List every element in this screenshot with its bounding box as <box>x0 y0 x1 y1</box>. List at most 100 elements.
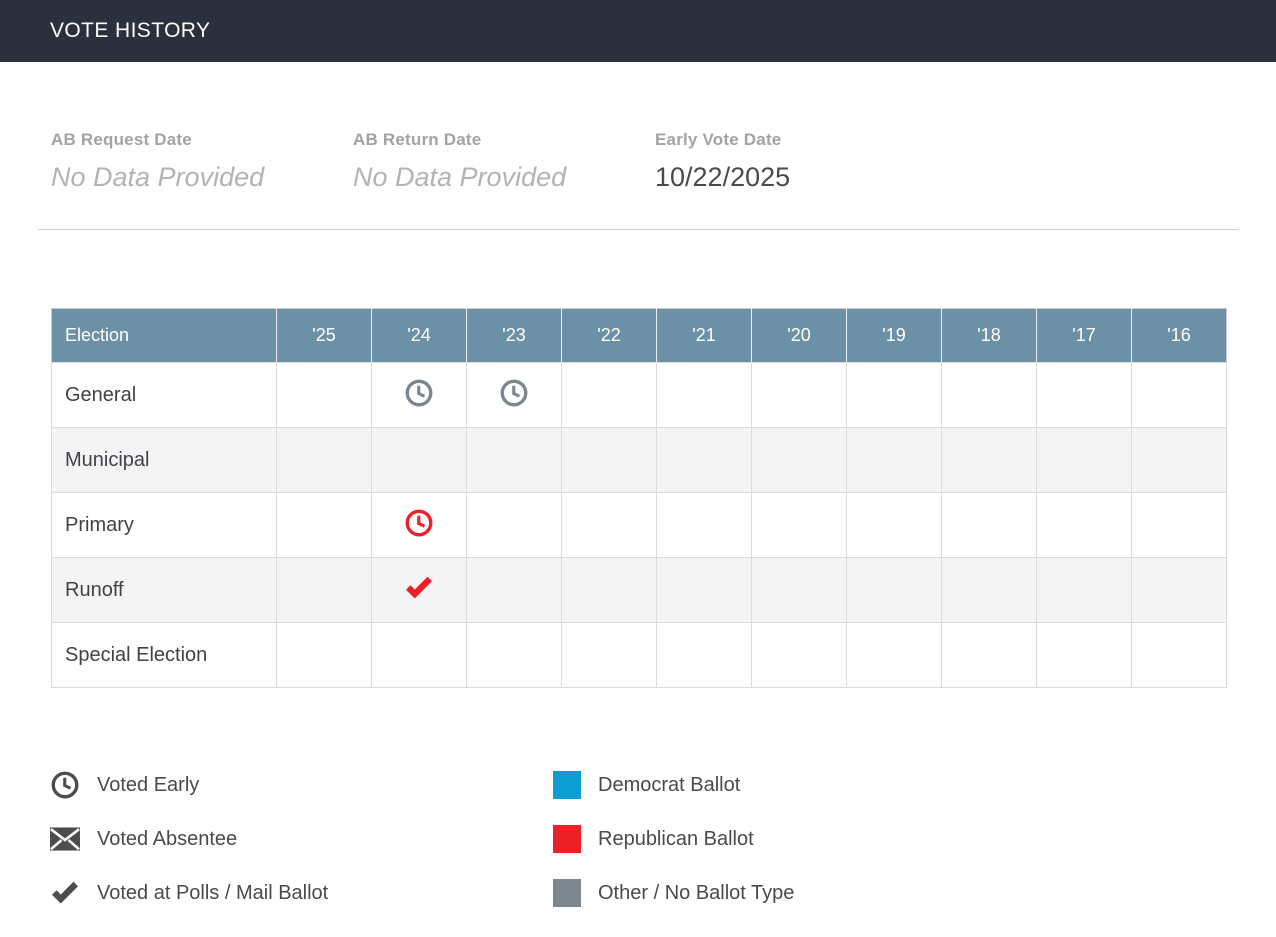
field-label: Early Vote Date <box>655 130 782 149</box>
table-row: Special Election <box>51 622 1227 688</box>
other-ballot-swatch <box>553 879 581 907</box>
column-header-year: '25 <box>276 308 372 363</box>
vote-cell <box>561 427 657 493</box>
legend-label: Voted at Polls / Mail Ballot <box>97 881 329 904</box>
date-fields: AB Request Date No Data Provided AB Retu… <box>51 130 1276 193</box>
vote-cell <box>276 557 372 623</box>
vote-cell <box>846 362 942 428</box>
column-header-year: '22 <box>561 308 657 363</box>
vote-cell <box>941 622 1037 688</box>
field-value: No Data Provided <box>51 162 265 192</box>
column-header-year: '24 <box>371 308 467 363</box>
column-header-year: '19 <box>846 308 942 363</box>
vote-cell <box>1036 492 1132 558</box>
clock-icon <box>404 378 434 408</box>
field-ab-return-date: AB Return Date No Data Provided <box>353 130 655 193</box>
vote-cell <box>656 427 752 493</box>
vote-cell <box>846 622 942 688</box>
column-header-year: '16 <box>1131 308 1227 363</box>
table-row: Runoff <box>51 557 1227 623</box>
vote-cell <box>561 492 657 558</box>
column-header-year: '21 <box>656 308 752 363</box>
vote-cell <box>561 622 657 688</box>
check-icon <box>50 878 80 908</box>
vote-cell <box>1036 622 1132 688</box>
vote-cell <box>371 427 467 493</box>
election-row-label: Runoff <box>51 557 277 623</box>
clock-icon <box>404 508 434 538</box>
field-value: 10/22/2025 <box>655 162 791 192</box>
legend-label: Other / No Ballot Type <box>598 881 795 904</box>
vote-cell <box>1036 557 1132 623</box>
republican-ballot-swatch <box>553 825 581 853</box>
vote-cell <box>276 427 372 493</box>
vote-cell <box>1036 362 1132 428</box>
vote-cell <box>751 427 847 493</box>
field-value: No Data Provided <box>353 162 567 192</box>
vote-cell <box>846 492 942 558</box>
vote-cell <box>276 362 372 428</box>
table-row: Municipal <box>51 427 1227 493</box>
election-row-label: Primary <box>51 492 277 558</box>
vote-cell <box>466 362 562 428</box>
legend-label: Democrat Ballot <box>598 773 741 796</box>
vote-cell <box>1036 427 1132 493</box>
legend-label: Republican Ballot <box>598 827 754 850</box>
field-ab-request-date: AB Request Date No Data Provided <box>51 130 353 193</box>
vote-cell <box>846 427 942 493</box>
vote-cell <box>1131 362 1227 428</box>
vote-cell <box>751 492 847 558</box>
field-label: AB Return Date <box>353 130 482 149</box>
vote-cell <box>941 427 1037 493</box>
vote-history-header-bar: VOTE HISTORY <box>0 0 1276 62</box>
vote-cell <box>941 492 1037 558</box>
vote-cell <box>371 492 467 558</box>
legend-label: Voted Early <box>97 773 200 796</box>
vote-cell <box>941 362 1037 428</box>
vote-history-table: Election '25'24'23'22'21'20'19'18'17'16 G… <box>51 308 1227 688</box>
vote-cell <box>466 557 562 623</box>
vote-cell <box>751 362 847 428</box>
vote-cell <box>1131 492 1227 558</box>
vote-cell <box>561 362 657 428</box>
vote-cell <box>276 492 372 558</box>
legend-item: Republican Ballot <box>553 812 794 866</box>
election-row-label: Special Election <box>51 622 277 688</box>
table-row: Primary <box>51 492 1227 558</box>
field-early-vote-date: Early Vote Date 10/22/2025 <box>655 130 957 193</box>
legend-item: Other / No Ballot Type <box>553 866 794 920</box>
vote-cell <box>751 622 847 688</box>
vote-cell <box>561 557 657 623</box>
vote-table-header-row: Election '25'24'23'22'21'20'19'18'17'16 <box>51 308 1227 363</box>
column-header-election: Election <box>51 308 277 363</box>
column-header-year: '17 <box>1036 308 1132 363</box>
vote-cell <box>1131 427 1227 493</box>
vote-cell <box>751 557 847 623</box>
check-icon <box>404 573 434 603</box>
legend-item: Voted Early <box>50 758 553 812</box>
field-label: AB Request Date <box>51 130 192 149</box>
democrat-ballot-swatch <box>553 771 581 799</box>
table-row: General <box>51 362 1227 428</box>
vote-cell <box>656 492 752 558</box>
vote-cell <box>656 362 752 428</box>
vote-cell <box>371 622 467 688</box>
column-header-year: '18 <box>941 308 1037 363</box>
legend-method-column: Voted Early Voted Absentee Voted at Polls … <box>50 758 553 920</box>
column-header-year: '23 <box>466 308 562 363</box>
column-header-year: '20 <box>751 308 847 363</box>
vote-cell <box>1131 557 1227 623</box>
vote-cell <box>656 557 752 623</box>
page-title: VOTE HISTORY <box>50 19 211 42</box>
vote-cell <box>466 427 562 493</box>
vote-cell <box>941 557 1037 623</box>
legend-label: Voted Absentee <box>97 827 238 850</box>
legend-item: Voted Absentee <box>50 812 553 866</box>
envelope-icon <box>50 824 80 854</box>
vote-cell <box>466 622 562 688</box>
vote-cell <box>371 557 467 623</box>
clock-icon <box>499 378 529 408</box>
section-divider <box>38 229 1238 230</box>
vote-table-body: General Municipal Primary Runoff Special Ele… <box>51 362 1227 688</box>
legend-ballot-column: Democrat Ballot Republican Ballot Other / … <box>553 758 794 920</box>
